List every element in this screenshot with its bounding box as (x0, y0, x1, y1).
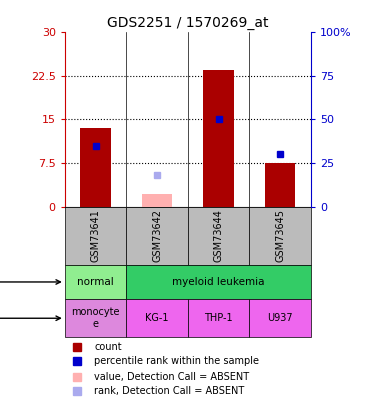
Bar (249, 207, 311, 264)
Text: monocyte
e: monocyte e (71, 307, 120, 329)
Bar (142, 194, 172, 207)
Bar (126, 299, 188, 337)
Text: U937: U937 (267, 313, 293, 323)
Text: GSM73642: GSM73642 (152, 209, 162, 262)
Title: GDS2251 / 1570269_at: GDS2251 / 1570269_at (107, 16, 269, 30)
Bar (126, 207, 188, 264)
Text: disease state: disease state (0, 277, 60, 287)
Text: myeloid leukemia: myeloid leukemia (172, 277, 265, 287)
Bar (80, 128, 111, 207)
Bar (126, 264, 311, 299)
Text: THP-1: THP-1 (204, 313, 233, 323)
Bar (249, 299, 311, 337)
Bar (65, 207, 126, 264)
Bar (65, 264, 126, 299)
Text: rank, Detection Call = ABSENT: rank, Detection Call = ABSENT (94, 386, 245, 396)
Text: value, Detection Call = ABSENT: value, Detection Call = ABSENT (94, 372, 249, 382)
Text: percentile rank within the sample: percentile rank within the sample (94, 356, 259, 367)
Text: GSM73641: GSM73641 (91, 209, 101, 262)
Text: GSM73644: GSM73644 (213, 209, 223, 262)
Bar (188, 207, 249, 264)
Bar (265, 163, 295, 207)
Bar (65, 299, 126, 337)
Text: GSM73645: GSM73645 (275, 209, 285, 262)
Text: KG-1: KG-1 (145, 313, 169, 323)
Text: count: count (94, 342, 122, 352)
Text: cell line: cell line (0, 313, 60, 323)
Bar (203, 70, 234, 207)
Text: normal: normal (77, 277, 114, 287)
Bar (188, 299, 249, 337)
